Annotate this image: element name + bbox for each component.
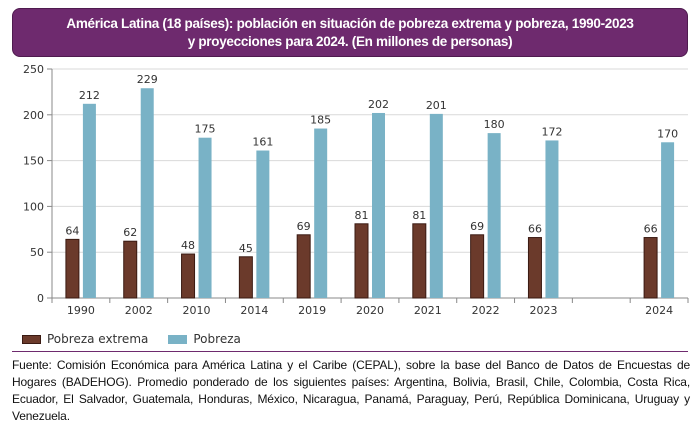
data-label-poverty-2019: 185 xyxy=(310,114,331,127)
bar-extreme-poverty-2019 xyxy=(296,234,311,299)
legend-item-extreme-poverty: Pobreza extrema xyxy=(22,332,148,346)
data-label-extreme-poverty-2020: 81 xyxy=(355,209,369,222)
y-tick-label: 150 xyxy=(23,155,44,168)
bar-poverty-2010 xyxy=(198,137,212,298)
source-note: Fuente: Comisión Económica para América … xyxy=(12,358,690,423)
bar-chart: 0 50 100 150 200 250 1990 2002 2010 2014 2019 2020 2… xyxy=(23,63,689,317)
legend: Pobreza extrema Pobreza xyxy=(22,332,261,346)
data-label-extreme-poverty-2022: 69 xyxy=(470,220,484,233)
bar-extreme-poverty-1990 xyxy=(65,238,80,299)
data-label-poverty-2024: 170 xyxy=(657,127,678,140)
x-tick-label-1990: 1990 xyxy=(67,304,95,317)
bar-extreme-poverty-2020 xyxy=(354,223,369,299)
data-label-poverty-2021: 201 xyxy=(426,99,447,112)
data-label-extreme-poverty-2021: 81 xyxy=(412,209,426,222)
chart-title-box: América Latina (18 países): población en… xyxy=(12,8,688,57)
legend-swatch-poverty xyxy=(168,334,188,344)
x-tick-label-2002: 2002 xyxy=(125,304,153,317)
data-label-extreme-poverty-1990: 64 xyxy=(65,224,79,237)
data-label-poverty-2022: 180 xyxy=(484,118,505,131)
bar-poverty-1990 xyxy=(82,103,96,298)
x-tick-label-2022: 2022 xyxy=(472,304,500,317)
legend-swatch-extreme-poverty xyxy=(22,334,41,344)
footer-divider xyxy=(12,351,688,352)
bar-extreme-poverty-2021 xyxy=(412,223,427,299)
axes: 0 50 100 150 200 250 1990 2002 2010 2014 2019 2020 2… xyxy=(23,63,689,317)
legend-label-poverty: Pobreza xyxy=(193,332,241,346)
bar-extreme-poverty-2022 xyxy=(470,234,485,299)
bar-poverty-2021 xyxy=(429,113,443,298)
x-tick-label-2024: 2024 xyxy=(645,304,673,317)
bar-poverty-2014 xyxy=(256,150,270,298)
data-labels: 64 212 62 229 48 175 45 161 69 185 81 202 81 201 69 180… xyxy=(65,73,678,255)
bar-poverty-2022 xyxy=(487,133,501,298)
bar-extreme-poverty-2023 xyxy=(527,237,542,299)
data-label-poverty-2014: 161 xyxy=(252,136,273,149)
y-tick-label: 0 xyxy=(37,292,44,305)
bar-extreme-poverty-2024 xyxy=(643,237,658,299)
data-label-extreme-poverty-2002: 62 xyxy=(123,226,137,239)
data-label-extreme-poverty-2023: 66 xyxy=(528,223,542,236)
y-tick-label: 50 xyxy=(30,246,44,259)
data-label-extreme-poverty-2019: 69 xyxy=(297,220,311,233)
data-label-poverty-2020: 202 xyxy=(368,98,389,111)
x-tick-label-2020: 2020 xyxy=(356,304,384,317)
x-tick-label-2023: 2023 xyxy=(529,304,557,317)
chart-title-line-1: América Latina (18 países): población en… xyxy=(66,16,634,31)
bar-extreme-poverty-2002 xyxy=(123,240,138,299)
x-tick-label-2010: 2010 xyxy=(183,304,211,317)
data-label-poverty-2010: 175 xyxy=(195,123,216,136)
data-label-extreme-poverty-2014: 45 xyxy=(239,242,253,255)
data-label-extreme-poverty-2024: 66 xyxy=(644,223,658,236)
gridlines xyxy=(52,68,688,253)
bar-poverty-2023 xyxy=(545,140,559,298)
bar-poverty-2002 xyxy=(140,88,154,299)
legend-item-poverty: Pobreza xyxy=(168,332,241,346)
y-tick-label: 100 xyxy=(23,200,44,213)
bar-extreme-poverty-2010 xyxy=(181,253,196,299)
data-label-poverty-2023: 172 xyxy=(541,125,562,138)
x-tick-label-2019: 2019 xyxy=(298,304,326,317)
bars xyxy=(65,88,675,299)
y-tick-label: 250 xyxy=(23,63,44,76)
bar-poverty-2019 xyxy=(314,128,328,298)
data-label-extreme-poverty-2010: 48 xyxy=(181,239,195,252)
data-label-poverty-1990: 212 xyxy=(79,89,100,102)
data-label-poverty-2002: 229 xyxy=(137,73,158,86)
bar-poverty-2020 xyxy=(372,112,385,298)
chart-title-line-2: y proyecciones para 2024. (En millones d… xyxy=(187,34,513,49)
y-tick-label: 200 xyxy=(23,109,44,122)
x-tick-label-2014: 2014 xyxy=(240,304,268,317)
bar-extreme-poverty-2014 xyxy=(238,256,253,299)
legend-label-extreme-poverty: Pobreza extrema xyxy=(47,332,149,346)
x-tick-label-2021: 2021 xyxy=(414,304,442,317)
bar-poverty-2024 xyxy=(661,142,675,298)
